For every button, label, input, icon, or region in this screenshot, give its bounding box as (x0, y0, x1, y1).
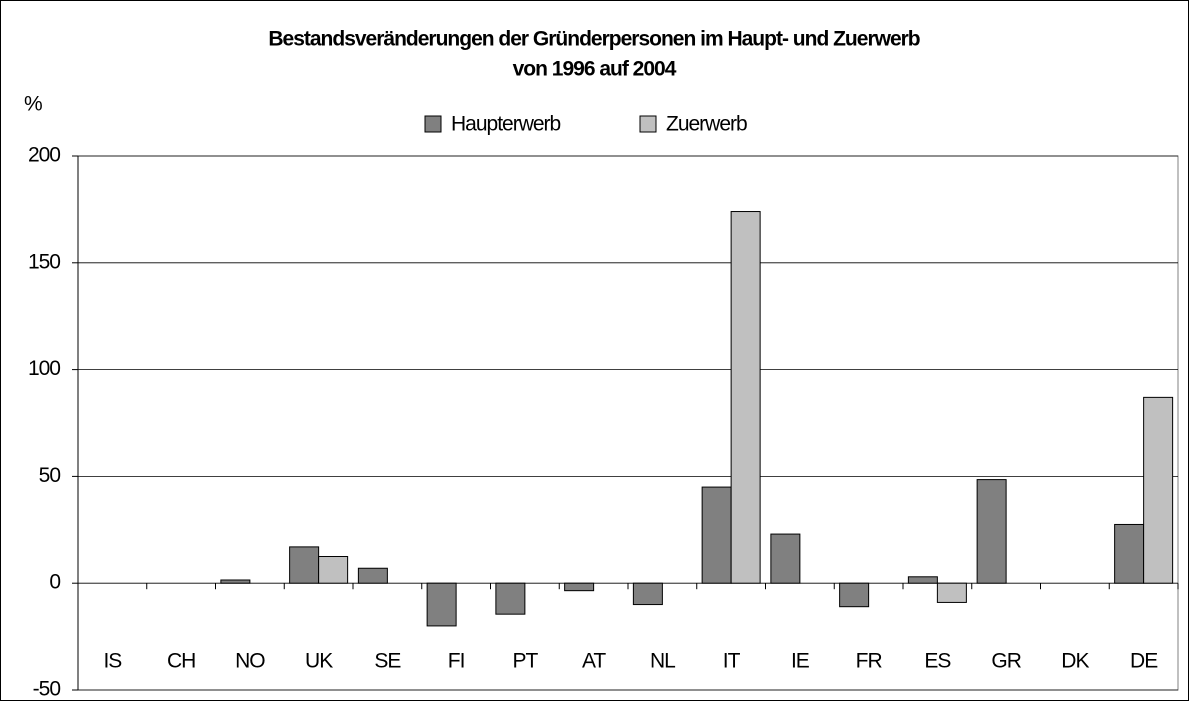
legend-label: Haupterwerb (451, 113, 561, 136)
legend-swatch (639, 115, 657, 133)
y-tick-label: -50 (33, 678, 61, 701)
bar (357, 567, 388, 584)
legend-label: Zuerwerb (666, 113, 747, 136)
y-axis-label: % (24, 93, 42, 116)
bar (495, 582, 526, 615)
legend-swatch (424, 115, 442, 133)
bar (220, 579, 251, 584)
bar (632, 582, 663, 606)
x-tick-label: IT (723, 650, 741, 673)
x-tick-label: UK (305, 650, 333, 673)
bar (318, 556, 349, 584)
bar (976, 479, 1007, 584)
y-tick-label: 50 (39, 464, 61, 487)
bar (426, 582, 457, 627)
x-tick-label: NO (235, 650, 265, 673)
x-tick-label: IS (103, 650, 122, 673)
x-tick-label: FR (856, 650, 883, 673)
bar (564, 582, 595, 592)
bar (701, 486, 732, 584)
x-tick-label: DK (1061, 650, 1089, 673)
x-tick-label: SE (374, 650, 401, 673)
x-tick-label: IE (791, 650, 810, 673)
bar (289, 546, 320, 584)
x-tick-label: DE (1130, 650, 1158, 673)
y-tick-label: 0 (49, 571, 60, 594)
x-tick-label: FI (448, 650, 465, 673)
y-tick-label: 150 (28, 250, 60, 273)
y-tick-label: 100 (28, 357, 60, 380)
y-tick-label: 200 (28, 144, 60, 167)
x-tick-label: CH (167, 650, 195, 673)
bar (1114, 523, 1145, 584)
bar (839, 582, 870, 608)
bar (907, 576, 938, 584)
x-tick-label: AT (582, 650, 606, 673)
bar (1143, 396, 1174, 584)
bar (730, 211, 761, 584)
x-tick-label: NL (650, 650, 675, 673)
chart-title: Bestandsveränderungen der Gründerpersone… (268, 28, 919, 51)
x-tick-label: ES (924, 650, 951, 673)
chart-subtitle: von 1996 auf 2004 (513, 58, 677, 81)
x-tick-label: PT (512, 650, 538, 673)
bar (936, 582, 967, 603)
x-tick-label: GR (991, 650, 1021, 673)
bar (770, 533, 801, 584)
